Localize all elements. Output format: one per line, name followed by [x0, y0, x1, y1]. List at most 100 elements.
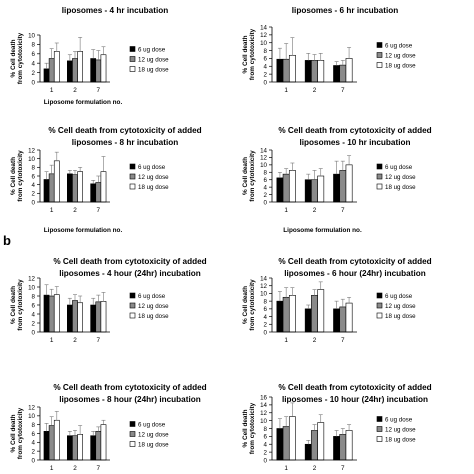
y-tick-label: 0	[264, 329, 268, 336]
x-axis-label: Liposome formulation no.	[44, 99, 123, 106]
y-tick-label: 10	[260, 162, 267, 169]
bar	[333, 436, 341, 461]
bar	[276, 300, 284, 333]
x-tick-label: 1	[50, 87, 54, 94]
y-tick-label: 10	[28, 156, 35, 163]
legend-swatch	[129, 431, 136, 437]
bar	[339, 64, 347, 83]
legend-swatch	[376, 173, 383, 180]
bar	[72, 435, 78, 461]
legend-label: 12 ug dose	[138, 57, 169, 64]
legend-label: 12 ug dose	[385, 427, 416, 434]
legend-label: 18 ug dose	[138, 184, 169, 191]
bar	[67, 304, 73, 333]
chart-title: liposomes - 10 hour (24hr) incubation	[282, 395, 428, 404]
bar	[304, 308, 312, 333]
chart-title: liposomes - 6 hour (24hr) incubation	[284, 269, 425, 278]
bar	[95, 301, 102, 333]
legend-swatch	[376, 312, 383, 319]
y-tick-label: 6	[32, 173, 36, 180]
bar	[67, 435, 73, 461]
bar	[53, 51, 60, 83]
chart-title: % Cell death from cytotoxicity of added	[53, 383, 206, 392]
bar	[282, 58, 290, 83]
legend-swatch	[129, 163, 136, 170]
legend-swatch	[376, 416, 383, 422]
x-tick-label: 2	[313, 337, 317, 344]
bar	[100, 424, 107, 461]
y-axis-label: % Cell deathfrom cytotoxicity	[242, 279, 256, 331]
y-tick-label: 2	[264, 192, 268, 199]
bar	[345, 302, 353, 333]
y-tick-label: 10	[28, 413, 35, 420]
y-tick-label: 4	[264, 442, 268, 449]
chart-title: % Cell death from cytotoxicity of added	[53, 257, 206, 266]
chart-7: % Cell death from cytotoxicity of added l…	[10, 383, 207, 472]
legend-label: 6 ug dose	[385, 293, 413, 300]
bar	[282, 426, 290, 461]
y-tick-label: 4	[264, 184, 268, 191]
y-tick-label: 0	[32, 457, 36, 464]
bar	[317, 289, 325, 333]
y-tick-label: 10	[28, 284, 35, 291]
bar	[77, 302, 83, 333]
y-tick-label: 8	[32, 422, 36, 429]
bar	[43, 430, 50, 461]
bar	[72, 174, 78, 203]
y-tick-label: 10	[260, 418, 267, 425]
legend-label: 12 ug dose	[138, 174, 169, 181]
bar	[339, 306, 347, 333]
bar	[345, 164, 353, 203]
chart-title: % Cell death from cytotoxicity of added	[278, 126, 431, 135]
y-axis-label: % Cell deathfrom cytotoxicity	[10, 32, 24, 84]
bar	[276, 428, 284, 461]
y-tick-label: 10	[28, 32, 35, 39]
bar	[304, 179, 312, 203]
bar	[276, 177, 284, 203]
legend-swatch	[376, 292, 383, 299]
bar	[311, 430, 318, 461]
bar	[304, 60, 312, 83]
legend-label: 6 ug dose	[385, 164, 413, 171]
legend-swatch	[376, 436, 383, 442]
y-axis-label: % Cell deathfrom cytotoxicity	[10, 279, 24, 331]
bar	[72, 58, 78, 83]
y-tick-label: 0	[264, 457, 268, 464]
bar	[43, 179, 50, 203]
y-tick-label: 8	[264, 426, 268, 433]
y-tick-label: 6	[264, 434, 268, 441]
y-tick-label: 6	[264, 56, 268, 63]
bar	[317, 60, 325, 83]
bar	[288, 54, 296, 83]
bar	[77, 51, 83, 83]
chart-title: liposomes - 8 hr incubation	[72, 138, 178, 147]
x-tick-label: 1	[284, 207, 288, 214]
y-tick-label: 6	[32, 431, 36, 438]
x-tick-label: 7	[341, 207, 345, 214]
legend-label: 18 ug dose	[385, 437, 416, 444]
y-tick-label: 2	[32, 191, 36, 198]
x-tick-label: 1	[284, 87, 288, 94]
bar	[67, 173, 73, 203]
x-tick-label: 7	[97, 207, 101, 214]
bar	[67, 60, 73, 83]
bar	[48, 295, 55, 333]
y-tick-label: 4	[32, 61, 36, 68]
y-tick-label: 4	[32, 311, 36, 318]
bar	[317, 422, 325, 461]
chart-title: liposomes - 8 hour (24hr) incubation	[59, 395, 200, 404]
bar	[282, 173, 290, 203]
x-tick-label: 7	[341, 465, 345, 472]
y-tick-label: 10	[260, 40, 267, 47]
y-axis-label: % Cell deathfrom cytotoxicity	[242, 28, 256, 80]
y-tick-label: 8	[32, 42, 36, 49]
chart-6: % Cell death from cytotoxicity of added l…	[242, 257, 432, 344]
legend-swatch	[129, 46, 136, 52]
x-tick-label: 2	[313, 207, 317, 214]
y-tick-label: 8	[264, 298, 268, 305]
bar	[333, 308, 341, 333]
y-tick-label: 12	[260, 155, 267, 162]
x-tick-label: 1	[50, 465, 54, 472]
y-tick-label: 0	[32, 329, 36, 336]
y-tick-label: 14	[260, 24, 267, 31]
